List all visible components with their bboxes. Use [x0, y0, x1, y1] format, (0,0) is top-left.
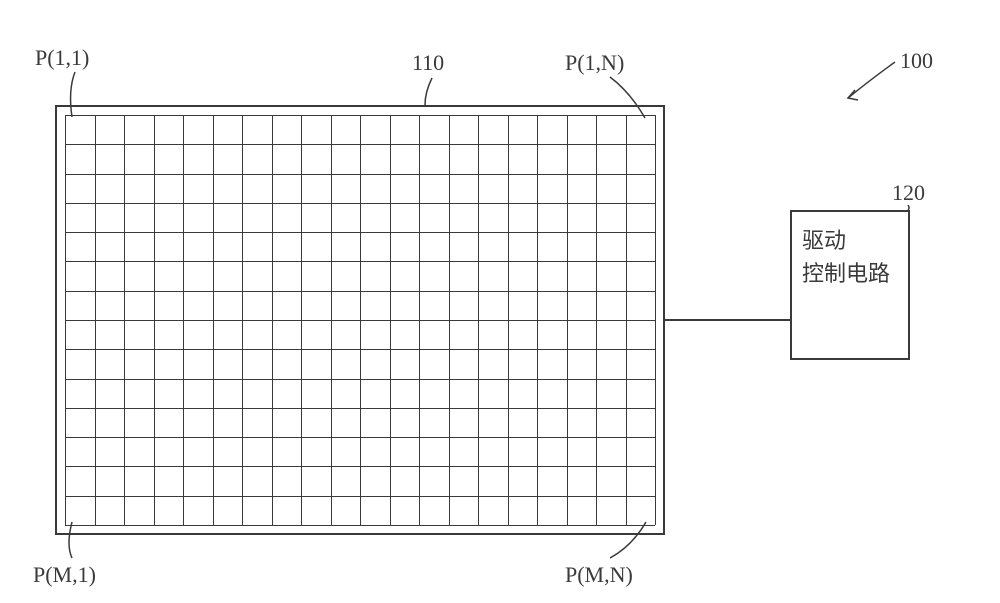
assembly-arrow-icon	[0, 0, 1000, 603]
diagram-stage: 驱动 控制电路 P(1,1) P(1,N) P(M,1) P(M,N) 110 …	[0, 0, 1000, 603]
arrow-shaft	[848, 62, 895, 98]
